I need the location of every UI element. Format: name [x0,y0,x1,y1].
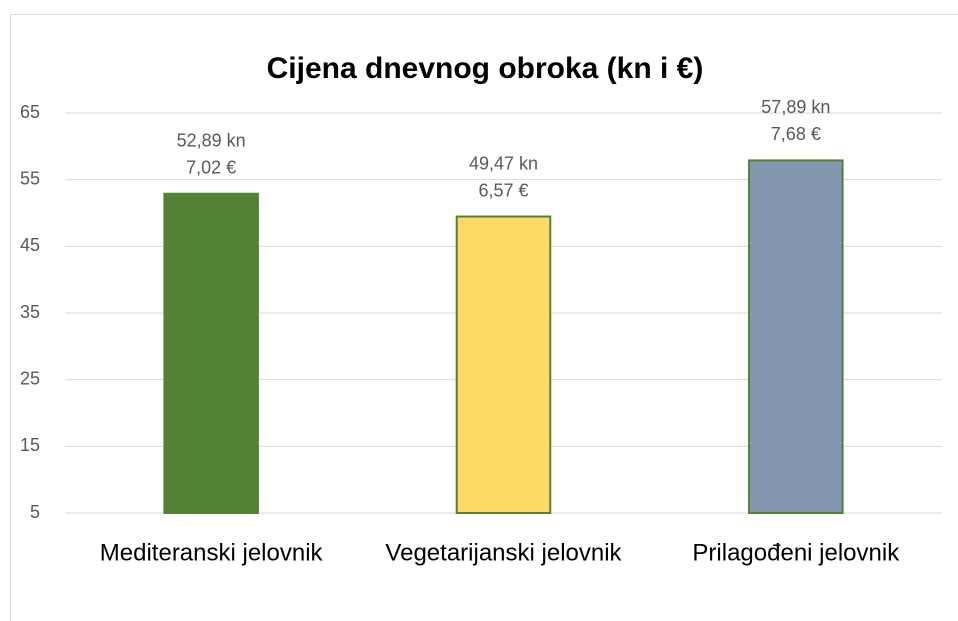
data-label-eur: 6,57 € [478,180,528,200]
chart-title: Cijena dnevnog obroka (kn i €) [267,52,704,85]
y-tick-label: 55 [20,168,40,188]
data-label: 49,47 kn [469,153,538,173]
y-tick-label: 45 [20,235,40,255]
data-label-eur: 7,68 € [771,124,821,144]
bar [163,192,259,514]
x-tick-label: Prilagođeni jelovnik [692,539,900,566]
y-tick-label: 15 [20,435,40,455]
y-tick-label: 35 [20,302,40,322]
data-label: 57,89 kn [761,97,830,117]
y-tick-label: 65 [20,102,40,122]
x-tick-label: Mediteranski jelovnik [100,539,324,566]
data-label: 52,89 kn [177,130,246,150]
x-tick-label: Vegetarijanski jelovnik [385,539,622,566]
bar [748,159,844,514]
y-tick-label: 5 [30,502,40,522]
data-label-eur: 7,02 € [186,157,236,177]
bar [455,215,552,515]
y-tick-label: 25 [20,368,40,388]
